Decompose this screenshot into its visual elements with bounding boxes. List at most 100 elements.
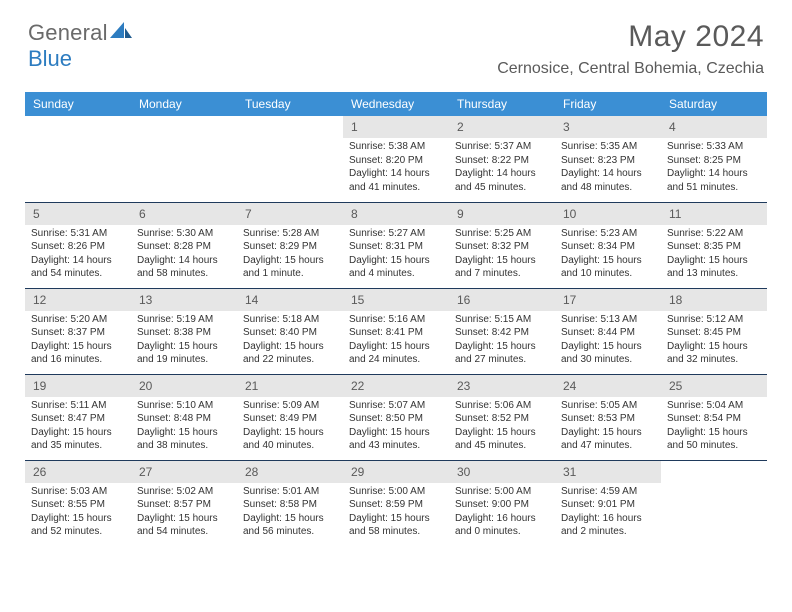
calendar-week-row: 19Sunrise: 5:11 AMSunset: 8:47 PMDayligh… <box>25 374 767 460</box>
month-title: May 2024 <box>497 20 764 54</box>
day-line: and 13 minutes. <box>667 267 761 281</box>
day-line: Sunset: 8:45 PM <box>667 326 761 340</box>
calendar-week-row: ...1Sunrise: 5:38 AMSunset: 8:20 PMDayli… <box>25 116 767 202</box>
day-line: Sunset: 8:59 PM <box>349 498 443 512</box>
calendar-day-cell: 14Sunrise: 5:18 AMSunset: 8:40 PMDayligh… <box>237 288 343 374</box>
day-line: Sunset: 8:44 PM <box>561 326 655 340</box>
weekday-header: Saturday <box>661 92 767 116</box>
day-line: Sunrise: 5:00 AM <box>455 485 549 499</box>
day-line: Sunset: 8:58 PM <box>243 498 337 512</box>
calendar-day-cell: 26Sunrise: 5:03 AMSunset: 8:55 PMDayligh… <box>25 460 131 546</box>
day-line: Daylight: 15 hours <box>561 340 655 354</box>
day-line: Daylight: 15 hours <box>561 426 655 440</box>
weekday-header: Monday <box>131 92 237 116</box>
day-line: Sunset: 8:50 PM <box>349 412 443 426</box>
day-line: and 58 minutes. <box>349 525 443 539</box>
calendar-day-cell: 13Sunrise: 5:19 AMSunset: 8:38 PMDayligh… <box>131 288 237 374</box>
day-line: Sunrise: 5:19 AM <box>137 313 231 327</box>
day-line: and 38 minutes. <box>137 439 231 453</box>
calendar-day-cell: 25Sunrise: 5:04 AMSunset: 8:54 PMDayligh… <box>661 374 767 460</box>
calendar-day-cell: 29Sunrise: 5:00 AMSunset: 8:59 PMDayligh… <box>343 460 449 546</box>
weekday-header: Tuesday <box>237 92 343 116</box>
calendar-week-row: 26Sunrise: 5:03 AMSunset: 8:55 PMDayligh… <box>25 460 767 546</box>
calendar-day-cell: 11Sunrise: 5:22 AMSunset: 8:35 PMDayligh… <box>661 202 767 288</box>
day-number: 30 <box>449 461 555 483</box>
day-line: Sunrise: 5:11 AM <box>31 399 125 413</box>
day-content: Sunrise: 5:01 AMSunset: 8:58 PMDaylight:… <box>237 483 343 543</box>
day-content: Sunrise: 5:33 AMSunset: 8:25 PMDaylight:… <box>661 138 767 198</box>
day-line: Daylight: 15 hours <box>455 340 549 354</box>
day-content: Sunrise: 5:16 AMSunset: 8:41 PMDaylight:… <box>343 311 449 371</box>
day-number: 24 <box>555 375 661 397</box>
day-line: Daylight: 15 hours <box>667 340 761 354</box>
day-line: and 30 minutes. <box>561 353 655 367</box>
day-content: Sunrise: 5:13 AMSunset: 8:44 PMDaylight:… <box>555 311 661 371</box>
day-line: Daylight: 14 hours <box>561 167 655 181</box>
day-line: and 54 minutes. <box>137 525 231 539</box>
calendar-day-cell: 1Sunrise: 5:38 AMSunset: 8:20 PMDaylight… <box>343 116 449 202</box>
day-line: and 51 minutes. <box>667 181 761 195</box>
weekday-header: Thursday <box>449 92 555 116</box>
day-content: Sunrise: 5:02 AMSunset: 8:57 PMDaylight:… <box>131 483 237 543</box>
calendar-day-cell: 12Sunrise: 5:20 AMSunset: 8:37 PMDayligh… <box>25 288 131 374</box>
day-number: 27 <box>131 461 237 483</box>
day-line: Daylight: 15 hours <box>349 254 443 268</box>
day-line: Sunset: 9:00 PM <box>455 498 549 512</box>
day-line: and 4 minutes. <box>349 267 443 281</box>
day-content: Sunrise: 5:19 AMSunset: 8:38 PMDaylight:… <box>131 311 237 371</box>
day-content: Sunrise: 5:06 AMSunset: 8:52 PMDaylight:… <box>449 397 555 457</box>
calendar-week-row: 5Sunrise: 5:31 AMSunset: 8:26 PMDaylight… <box>25 202 767 288</box>
day-line: Daylight: 15 hours <box>561 254 655 268</box>
day-line: Sunset: 8:40 PM <box>243 326 337 340</box>
day-line: and 40 minutes. <box>243 439 337 453</box>
day-line: Sunrise: 5:01 AM <box>243 485 337 499</box>
brand-part2: Blue <box>28 46 72 72</box>
day-line: Sunset: 8:25 PM <box>667 154 761 168</box>
calendar-day-cell: . <box>25 116 131 202</box>
calendar-day-cell: . <box>237 116 343 202</box>
day-content: Sunrise: 5:22 AMSunset: 8:35 PMDaylight:… <box>661 225 767 285</box>
day-number: 3 <box>555 116 661 138</box>
day-line: Sunrise: 5:10 AM <box>137 399 231 413</box>
day-number: 29 <box>343 461 449 483</box>
day-line: Daylight: 14 hours <box>137 254 231 268</box>
day-line: Sunrise: 5:02 AM <box>137 485 231 499</box>
day-line: Sunrise: 5:05 AM <box>561 399 655 413</box>
day-number: 17 <box>555 289 661 311</box>
day-number: 20 <box>131 375 237 397</box>
day-line: Sunset: 8:31 PM <box>349 240 443 254</box>
weekday-header: Sunday <box>25 92 131 116</box>
day-number: 5 <box>25 203 131 225</box>
day-number: 18 <box>661 289 767 311</box>
day-content: Sunrise: 5:11 AMSunset: 8:47 PMDaylight:… <box>25 397 131 457</box>
day-number: 10 <box>555 203 661 225</box>
calendar-day-cell: 28Sunrise: 5:01 AMSunset: 8:58 PMDayligh… <box>237 460 343 546</box>
day-line: Sunrise: 5:09 AM <box>243 399 337 413</box>
day-content: Sunrise: 5:35 AMSunset: 8:23 PMDaylight:… <box>555 138 661 198</box>
day-line: Sunset: 8:22 PM <box>455 154 549 168</box>
day-line: and 1 minute. <box>243 267 337 281</box>
day-content: Sunrise: 4:59 AMSunset: 9:01 PMDaylight:… <box>555 483 661 543</box>
day-line: Daylight: 15 hours <box>243 340 337 354</box>
day-line: Sunrise: 5:30 AM <box>137 227 231 241</box>
day-line: Sunrise: 5:35 AM <box>561 140 655 154</box>
day-line: and 24 minutes. <box>349 353 443 367</box>
calendar-day-cell: 2Sunrise: 5:37 AMSunset: 8:22 PMDaylight… <box>449 116 555 202</box>
day-line: and 41 minutes. <box>349 181 443 195</box>
day-line: and 58 minutes. <box>137 267 231 281</box>
weekday-header: Wednesday <box>343 92 449 116</box>
day-line: Sunrise: 5:22 AM <box>667 227 761 241</box>
day-line: Sunset: 8:38 PM <box>137 326 231 340</box>
day-line: Sunset: 8:20 PM <box>349 154 443 168</box>
day-line: Daylight: 15 hours <box>31 340 125 354</box>
day-line: Daylight: 15 hours <box>667 254 761 268</box>
day-number: 26 <box>25 461 131 483</box>
day-line: Daylight: 15 hours <box>243 426 337 440</box>
day-content: Sunrise: 5:25 AMSunset: 8:32 PMDaylight:… <box>449 225 555 285</box>
day-line: Daylight: 15 hours <box>243 512 337 526</box>
day-line: Sunset: 8:49 PM <box>243 412 337 426</box>
day-content: Sunrise: 5:23 AMSunset: 8:34 PMDaylight:… <box>555 225 661 285</box>
day-line: Daylight: 14 hours <box>455 167 549 181</box>
day-line: Daylight: 15 hours <box>455 254 549 268</box>
day-content: Sunrise: 5:37 AMSunset: 8:22 PMDaylight:… <box>449 138 555 198</box>
